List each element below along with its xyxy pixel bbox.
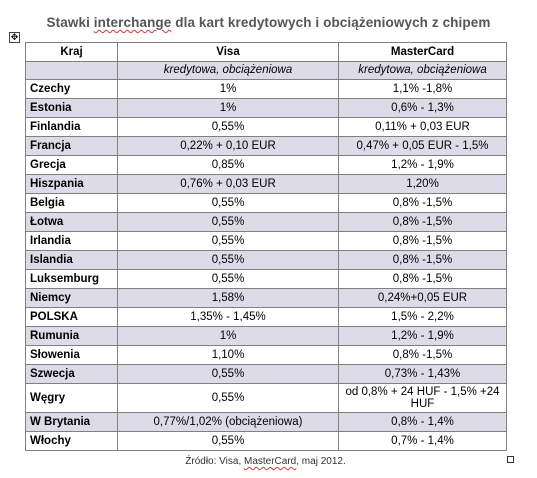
mastercard-rate-cell: 1,2% - 1,9% [338, 326, 507, 346]
table-row: Łotwa 0,55% 0,8% -1,5% [25, 212, 507, 232]
table-header-row: Kraj Visa MasterCard [25, 42, 507, 62]
visa-rate-cell: 0,55% [117, 193, 339, 213]
table-row: Włochy 0,55% 0,7% - 1,4% [25, 431, 507, 451]
mastercard-rate-cell: 0,8% -1,5% [338, 345, 507, 365]
table-row: Irlandia 0,55% 0,8% -1,5% [25, 231, 507, 251]
table-row: Grecja 0,85% 1,2% - 1,9% [25, 155, 507, 175]
country-cell: Łotwa [25, 212, 118, 232]
country-cell: Słowenia [25, 345, 118, 365]
country-cell: Grecja [25, 155, 118, 175]
mastercard-rate-cell: 1,5% - 2,2% [338, 307, 507, 327]
country-cell: Islandia [25, 250, 118, 270]
mastercard-rate-cell: 0,73% - 1,43% [338, 364, 507, 384]
table-subheader-row: kredytowa, obciążeniowa kredytowa, obcią… [25, 61, 507, 80]
country-cell: Węgry [25, 383, 118, 413]
table-row: Szwecja 0,55% 0,73% - 1,43% [25, 364, 507, 384]
mastercard-rate-cell: 0,8% - 1,4% [338, 412, 507, 432]
table-row: Estonia 1% 0,6% - 1,3% [25, 98, 507, 118]
source-text-start: Źródło: Visa, [185, 456, 244, 467]
title-text-end: dla kart kredytowych i obciążeniowych z … [171, 15, 491, 30]
country-cell: Francja [25, 136, 118, 156]
header-mastercard: MasterCard [338, 42, 507, 62]
country-cell: Niemcy [25, 288, 118, 308]
mastercard-rate-cell: 0,47% + 0,05 EUR - 1,5% [338, 136, 507, 156]
mastercard-rate-cell: 0,8% -1,5% [338, 212, 507, 232]
country-cell: Szwecja [25, 364, 118, 384]
country-cell: Belgia [25, 193, 118, 213]
subheader-empty [25, 61, 118, 80]
table-row: Węgry 0,55% od 0,8% + 24 HUF - 1,5% +24 HU… [25, 383, 507, 413]
title-spellcheck-word: interchange [93, 15, 172, 30]
country-cell: Włochy [25, 431, 118, 451]
visa-rate-cell: 1% [117, 326, 339, 346]
table-move-handle-icon[interactable]: ✥ [9, 32, 20, 43]
mastercard-rate-cell: 1,2% - 1,9% [338, 155, 507, 175]
table-row: Finlandia 0,55% 0,11% + 0,03 EUR [25, 117, 507, 137]
country-cell: Irlandia [25, 231, 118, 251]
interchange-rates-table: Kraj Visa MasterCard kredytowa, obciążen… [25, 42, 507, 451]
table-row: Islandia 0,55% 0,8% -1,5% [25, 250, 507, 270]
table-row: Słowenia 1,10% 0,8% -1,5% [25, 345, 507, 365]
visa-rate-cell: 0,76% + 0,03 EUR [117, 174, 339, 194]
table-resize-handle[interactable] [507, 456, 514, 463]
mastercard-rate-cell: 1,1% -1,8% [338, 79, 507, 99]
visa-rate-cell: 1,58% [117, 288, 339, 308]
mastercard-rate-cell: 0,8% -1,5% [338, 250, 507, 270]
mastercard-rate-cell: 0,8% -1,5% [338, 193, 507, 213]
visa-rate-cell: 0,55% [117, 431, 339, 451]
visa-rate-cell: 0,55% [117, 383, 339, 413]
visa-rate-cell: 0,55% [117, 231, 339, 251]
subheader-visa: kredytowa, obciążeniowa [117, 61, 339, 80]
visa-rate-cell: 0,22% + 0,10 EUR [117, 136, 339, 156]
country-cell: Finlandia [25, 117, 118, 137]
country-cell: POLSKA [25, 307, 118, 327]
title-text-start: Stawki [46, 15, 94, 30]
table-row: POLSKA 1,35% - 1,45% 1,5% - 2,2% [25, 307, 507, 327]
header-country: Kraj [25, 42, 118, 62]
visa-rate-cell: 1,10% [117, 345, 339, 365]
visa-rate-cell: 1% [117, 98, 339, 118]
country-cell: Czechy [25, 79, 118, 99]
table-row: Rumunia 1% 1,2% - 1,9% [25, 326, 507, 346]
mastercard-rate-cell: 0,11% + 0,03 EUR [338, 117, 507, 137]
header-visa: Visa [117, 42, 339, 62]
table-row: Luksemburg 0,55% 0,8% -1,5% [25, 269, 507, 289]
mastercard-rate-cell: 0,8% -1,5% [338, 231, 507, 251]
table-row: Hiszpania 0,76% + 0,03 EUR 1,20% [25, 174, 507, 194]
source-spellcheck-word: MasterCard [244, 456, 297, 467]
visa-rate-cell: 0,77%/1,02% (obciążeniowa) [117, 412, 339, 432]
country-cell: Luksemburg [25, 269, 118, 289]
mastercard-rate-cell: 0,7% - 1,4% [338, 431, 507, 451]
source-caption: Źródło: Visa, MasterCard, maj 2012. [25, 456, 506, 467]
visa-rate-cell: 0,55% [117, 250, 339, 270]
table-row: Niemcy 1,58% 0,24%+0,05 EUR [25, 288, 507, 308]
table-row: Francja 0,22% + 0,10 EUR 0,47% + 0,05 EUR … [25, 136, 507, 156]
mastercard-rate-cell: od 0,8% + 24 HUF - 1,5% +24 HUF [338, 383, 507, 413]
table-row: W Brytania 0,77%/1,02% (obciążeniowa) 0,8%… [25, 412, 507, 432]
visa-rate-cell: 0,55% [117, 212, 339, 232]
mastercard-rate-cell: 0,8% -1,5% [338, 269, 507, 289]
country-cell: W Brytania [25, 412, 118, 432]
table-row: Czechy 1% 1,1% -1,8% [25, 79, 507, 99]
table-row: Belgia 0,55% 0,8% -1,5% [25, 193, 507, 213]
visa-rate-cell: 1,35% - 1,45% [117, 307, 339, 327]
visa-rate-cell: 0,85% [117, 155, 339, 175]
mastercard-rate-cell: 0,6% - 1,3% [338, 98, 507, 118]
document-title: Stawki interchange dla kart kredytowych … [0, 15, 537, 30]
visa-rate-cell: 1% [117, 79, 339, 99]
visa-rate-cell: 0,55% [117, 269, 339, 289]
mastercard-rate-cell: 0,24%+0,05 EUR [338, 288, 507, 308]
visa-rate-cell: 0,55% [117, 117, 339, 137]
country-cell: Estonia [25, 98, 118, 118]
visa-rate-cell: 0,55% [117, 364, 339, 384]
country-cell: Hiszpania [25, 174, 118, 194]
subheader-mastercard: kredytowa, obciążeniowa [338, 61, 507, 80]
source-text-end: , maj 2012. [296, 456, 346, 467]
mastercard-rate-cell: 1,20% [338, 174, 507, 194]
country-cell: Rumunia [25, 326, 118, 346]
